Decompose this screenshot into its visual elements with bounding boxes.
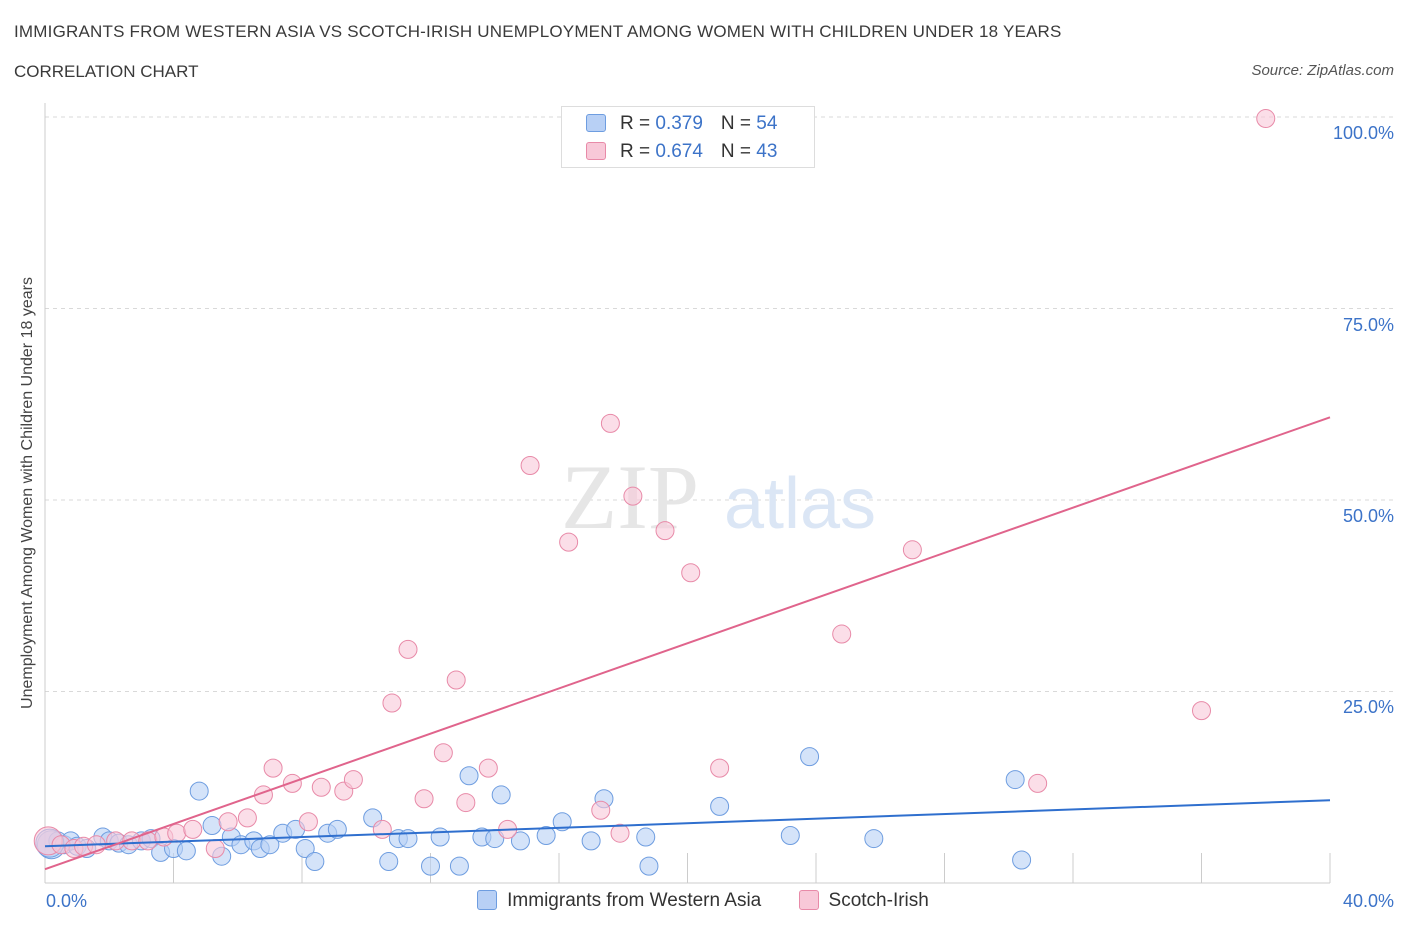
- data-point: [536, 826, 556, 846]
- source-label: Source: ZipAtlas.com: [1251, 62, 1394, 79]
- data-point: [189, 781, 209, 801]
- data-point: [282, 773, 302, 793]
- trend-line-pink: [44, 416, 1331, 871]
- y-tick-label-100: 100.0%: [1332, 123, 1394, 143]
- data-point: [430, 827, 450, 847]
- data-point: [491, 785, 511, 805]
- stats-row-pink: R = 0.674 N = 43: [586, 141, 777, 163]
- trend-line-blue: [44, 799, 1331, 848]
- data-point: [623, 486, 643, 506]
- data-point: [552, 812, 572, 832]
- data-point: [1256, 109, 1276, 129]
- n-value: 54: [756, 113, 778, 134]
- legend-swatch-pink: [798, 890, 819, 910]
- r-label: R =: [620, 141, 656, 162]
- legend-swatch-blue: [477, 890, 498, 910]
- data-point: [780, 826, 800, 846]
- trend-lines: [44, 416, 1331, 871]
- data-point: [478, 758, 498, 778]
- data-point: [456, 793, 476, 813]
- data-point: [636, 827, 656, 847]
- chart-subtitle: CORRELATION CHART: [14, 62, 199, 81]
- data-point: [610, 823, 630, 843]
- stats-row-blue: R = 0.379 N = 54: [586, 113, 777, 135]
- r-label: R =: [620, 113, 656, 134]
- series-legend: Immigrants from Western Asia Scotch-Iris…: [0, 890, 1406, 912]
- data-point: [800, 747, 820, 767]
- data-point: [421, 856, 440, 876]
- axes: [44, 103, 1331, 884]
- data-point: [655, 521, 675, 541]
- data-point: [263, 758, 283, 778]
- data-point: [1192, 701, 1211, 721]
- data-point: [1028, 773, 1048, 793]
- x-tick-label-max: 40.0%: [1342, 891, 1394, 911]
- watermark-atlas: atlas: [724, 464, 876, 544]
- chart-title: IMMIGRANTS FROM WESTERN ASIA VS SCOTCH-I…: [14, 22, 1062, 41]
- data-point: [710, 796, 730, 816]
- y-tick-label-25: 25.0%: [1342, 697, 1394, 717]
- data-point: [600, 413, 620, 433]
- y-tick-label-50: 50.0%: [1342, 506, 1394, 526]
- swatch-blue: [586, 114, 606, 132]
- legend-item-scotch-irish[interactable]: Scotch-Irish: [798, 890, 929, 912]
- data-point: [218, 812, 238, 832]
- data-point: [1012, 850, 1032, 870]
- data-point: [864, 829, 884, 849]
- data-point: [1005, 770, 1025, 790]
- data-point: [176, 841, 196, 861]
- r-value: 0.379: [655, 113, 703, 134]
- data-point: [260, 835, 280, 855]
- data-point: [205, 839, 225, 859]
- data-point: [382, 693, 402, 713]
- data-point: [449, 856, 469, 876]
- data-point: [327, 819, 347, 839]
- data-point: [710, 758, 730, 778]
- data-point: [398, 639, 418, 659]
- data-point: [832, 624, 852, 644]
- watermark: ZIP atlas: [561, 446, 876, 548]
- data-point: [183, 819, 203, 839]
- series-immigrants-western-asia: [35, 747, 1032, 876]
- data-point: [681, 563, 701, 583]
- data-point: [510, 831, 530, 851]
- data-point: [343, 770, 363, 790]
- data-point: [202, 816, 222, 836]
- n-label: N =: [720, 113, 757, 134]
- data-point: [559, 532, 579, 552]
- data-point: [298, 812, 318, 832]
- data-point: [167, 823, 187, 843]
- legend-label-pink: Scotch-Irish: [828, 890, 929, 911]
- data-point: [414, 789, 434, 809]
- data-point: [372, 819, 392, 839]
- legend-label-blue: Immigrants from Western Asia: [507, 890, 762, 911]
- data-point: [433, 743, 453, 763]
- data-point: [311, 777, 331, 797]
- data-point: [295, 839, 315, 859]
- x-tick-label-min: 0.0%: [46, 891, 88, 911]
- data-point: [379, 852, 399, 872]
- data-point: [639, 856, 659, 876]
- data-point: [902, 540, 922, 560]
- n-value: 43: [756, 141, 778, 162]
- y-tick-label-75: 75.0%: [1342, 315, 1394, 335]
- grid-lines: [45, 116, 1395, 692]
- data-point: [459, 766, 479, 786]
- legend-item-immigrants-western-asia[interactable]: Immigrants from Western Asia: [477, 890, 761, 912]
- r-value: 0.674: [655, 141, 703, 162]
- data-point: [591, 800, 611, 820]
- swatch-pink: [586, 142, 606, 160]
- data-point: [581, 831, 601, 851]
- n-label: N =: [720, 141, 757, 162]
- stats-legend: R = 0.379 N = 54 R = 0.674 N = 43: [561, 106, 815, 168]
- data-point: [305, 852, 325, 872]
- data-point: [237, 808, 257, 828]
- data-point: [520, 456, 540, 476]
- data-point: [446, 670, 466, 690]
